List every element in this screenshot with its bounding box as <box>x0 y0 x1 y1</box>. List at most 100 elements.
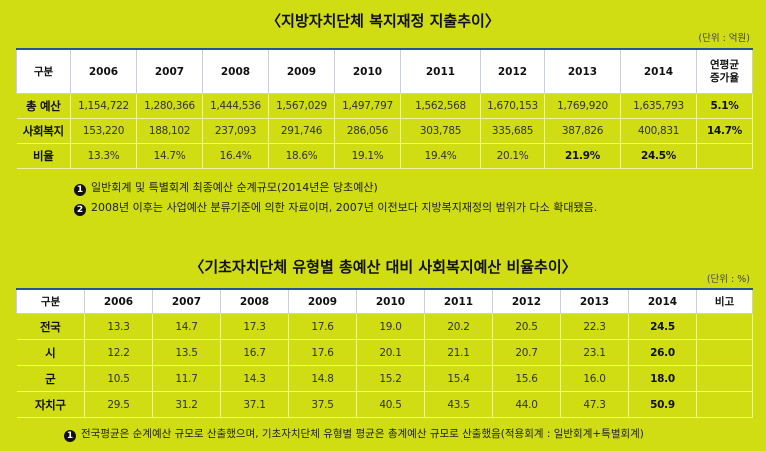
header-cell: 2007 <box>136 48 203 94</box>
table-cell: 21.1 <box>424 339 493 366</box>
table-cell: 37.1 <box>220 391 289 418</box>
table-cell: 10.5 <box>84 365 153 392</box>
table-cell: 19.4% <box>400 143 481 169</box>
header-cell: 2014 <box>620 48 697 94</box>
table-cell: 16.7 <box>220 339 289 366</box>
table-row: 총 예산 1,154,722 1,280,366 1,444,536 1,567… <box>16 93 753 119</box>
table-cell: 14.7% <box>696 118 753 144</box>
table-cell: 19.1% <box>334 143 401 169</box>
header-cell: 2009 <box>288 288 357 314</box>
table-cell: 44.0 <box>492 391 561 418</box>
header-cell: 2008 <box>202 48 269 94</box>
header-cell: 구분 <box>16 288 85 314</box>
table-cell: 16.0 <box>560 365 629 392</box>
table-cell: 43.5 <box>424 391 493 418</box>
table-cell: 17.6 <box>288 339 357 366</box>
row-label: 군 <box>16 365 85 392</box>
table1-unit: (단위 : 억원) <box>698 33 750 44</box>
table1-note-1: 1 일반회계 및 특별회계 최종예산 순계규모(2014년은 당초예산) <box>74 179 378 196</box>
table-cell: 1,154,722 <box>70 93 137 119</box>
table-cell: 14.7% <box>136 143 203 169</box>
table-cell: 20.1% <box>480 143 545 169</box>
table-cell: 47.3 <box>560 391 629 418</box>
note-number-bullet: 1 <box>64 430 76 442</box>
table-cell: 11.7 <box>152 365 221 392</box>
table-cell: 1,670,153 <box>480 93 545 119</box>
table-cell: 18.0 <box>628 365 697 392</box>
table-cell: 1,497,797 <box>334 93 401 119</box>
table-cell: 17.3 <box>220 313 289 340</box>
table-cell: 14.8 <box>288 365 357 392</box>
welfare-expenditure-table: 구분 2006 2007 2008 2009 2010 2011 2012 20… <box>16 48 753 169</box>
header-cell: 2014 <box>628 288 697 314</box>
table-cell: 16.4% <box>202 143 269 169</box>
header-cell: 2006 <box>84 288 153 314</box>
table2-header-row: 구분 2006 2007 2008 2009 2010 2011 2012 20… <box>16 288 753 314</box>
row-label: 총 예산 <box>16 93 71 119</box>
row-label: 전국 <box>16 313 85 340</box>
table-cell <box>696 143 753 169</box>
table1-note-2: 2 2008년 이후는 사업예산 분류기준에 의한 자료이며, 2007년 이전보… <box>74 199 597 216</box>
table-cell: 1,567,029 <box>268 93 335 119</box>
header-cell: 2010 <box>334 48 401 94</box>
table-cell <box>696 339 753 366</box>
table-cell: 387,826 <box>544 118 621 144</box>
table-cell: 1,635,793 <box>620 93 697 119</box>
note-text: 전국평균은 순계예산 규모로 산출했으며, 기초자치단체 유형별 평균은 총계예… <box>81 428 644 440</box>
table-cell: 14.3 <box>220 365 289 392</box>
table-cell <box>696 313 753 340</box>
row-label: 비율 <box>16 143 71 169</box>
table-cell: 20.2 <box>424 313 493 340</box>
table-cell: 1,769,920 <box>544 93 621 119</box>
table-cell: 15.4 <box>424 365 493 392</box>
table-cell: 15.2 <box>356 365 425 392</box>
header-cell: 구분 <box>16 48 71 94</box>
note-number-bullet: 2 <box>74 204 86 216</box>
header-cell-annual-growth: 연평균 증가율 <box>696 48 753 94</box>
table-cell <box>696 391 753 418</box>
table-row: 비율 13.3% 14.7% 16.4% 18.6% 19.1% 19.4% 2… <box>16 143 753 169</box>
table-cell: 24.5 <box>628 313 697 340</box>
table-row: 사회복지 153,220 188,102 237,093 291,746 286… <box>16 118 753 144</box>
table-row: 자치구 29.5 31.2 37.1 37.5 40.5 43.5 44.0 4… <box>16 391 753 418</box>
table-cell: 19.0 <box>356 313 425 340</box>
note-text: 2008년 이후는 사업예산 분류기준에 의한 자료이며, 2007년 이전보다… <box>91 201 598 214</box>
header-cell: 2013 <box>544 48 621 94</box>
header-cell: 2009 <box>268 48 335 94</box>
table-cell: 14.7 <box>152 313 221 340</box>
table-cell: 24.5% <box>620 143 697 169</box>
table-cell: 153,220 <box>70 118 137 144</box>
table-cell: 29.5 <box>84 391 153 418</box>
table1-header-row: 구분 2006 2007 2008 2009 2010 2011 2012 20… <box>16 48 753 94</box>
row-label: 시 <box>16 339 85 366</box>
table-row: 군 10.5 11.7 14.3 14.8 15.2 15.4 15.6 16.… <box>16 365 753 392</box>
table-cell: 17.6 <box>288 313 357 340</box>
header-cell: 2012 <box>480 48 545 94</box>
row-label: 자치구 <box>16 391 85 418</box>
table-cell: 21.9% <box>544 143 621 169</box>
table-cell: 20.7 <box>492 339 561 366</box>
table-cell: 5.1% <box>696 93 753 119</box>
table-cell: 400,831 <box>620 118 697 144</box>
row-label: 사회복지 <box>16 118 71 144</box>
table2-title: 〈기초자치단체 유형별 총예산 대비 사회복지예산 비율추이〉 <box>189 258 577 276</box>
note-text: 일반회계 및 특별회계 최종예산 순계규모(2014년은 당초예산) <box>91 181 378 194</box>
header-cell: 2011 <box>424 288 493 314</box>
header-cell: 2007 <box>152 288 221 314</box>
table2-note-1: 1 전국평균은 순계예산 규모로 산출했으며, 기초자치단체 유형별 평균은 총계… <box>64 426 644 442</box>
table-cell: 237,093 <box>202 118 269 144</box>
header-cell: 2008 <box>220 288 289 314</box>
table-cell: 12.2 <box>84 339 153 366</box>
table-cell: 1,280,366 <box>136 93 203 119</box>
table-cell: 37.5 <box>288 391 357 418</box>
table-cell: 26.0 <box>628 339 697 366</box>
table-cell: 13.3 <box>84 313 153 340</box>
table-cell: 13.5 <box>152 339 221 366</box>
table-cell: 23.1 <box>560 339 629 366</box>
table-cell: 286,056 <box>334 118 401 144</box>
welfare-ratio-table: 구분 2006 2007 2008 2009 2010 2011 2012 20… <box>16 288 753 418</box>
table-cell: 18.6% <box>268 143 335 169</box>
table-cell: 50.9 <box>628 391 697 418</box>
table-cell: 40.5 <box>356 391 425 418</box>
table-row: 전국 13.3 14.7 17.3 17.6 19.0 20.2 20.5 22… <box>16 313 753 340</box>
